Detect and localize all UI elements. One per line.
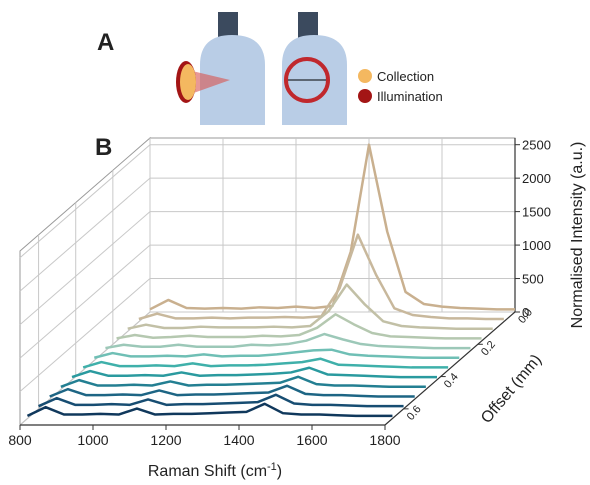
legend-label: Collection bbox=[377, 69, 434, 84]
spectrum-line bbox=[105, 332, 471, 350]
panel-label: B bbox=[95, 134, 112, 161]
bottle bbox=[200, 35, 265, 125]
bottle-cap bbox=[218, 12, 238, 40]
back-wall bbox=[149, 137, 516, 313]
y-tick-label: 1500 bbox=[522, 205, 551, 220]
spectrum-line bbox=[116, 313, 482, 340]
illumination-ring bbox=[284, 57, 330, 103]
panel-a-diagram bbox=[176, 12, 347, 125]
grid-line bbox=[19, 144, 151, 259]
spectrum-line bbox=[82, 357, 449, 369]
x-axis-label: Raman Shift (cm-1) bbox=[148, 461, 282, 480]
x-label-text: Raman Shift (cm bbox=[148, 463, 267, 480]
y-tick-label: 2500 bbox=[522, 138, 551, 153]
x-tick-label: 1400 bbox=[223, 432, 254, 448]
x-tick-label: 1600 bbox=[296, 432, 327, 448]
z-tick-label: 0.2 bbox=[479, 339, 498, 358]
legend-marker bbox=[358, 69, 372, 83]
spectrum-line bbox=[38, 393, 404, 408]
y-tick-label: 500 bbox=[522, 272, 544, 287]
y-tick-label: 0 bbox=[522, 305, 529, 320]
plot: 0 500 1000 1500 2000 2500 800 1000 1200 1400 1600 1… bbox=[8, 136, 551, 448]
y-tick-label: 2000 bbox=[522, 171, 551, 186]
spectrum-line bbox=[26, 402, 393, 418]
z-tick-label: 0.6 bbox=[405, 403, 424, 422]
z-axis-label: Offset (mm) bbox=[478, 351, 545, 426]
grid-line bbox=[19, 211, 151, 325]
z-tick-label: 0.4 bbox=[442, 371, 461, 390]
x-tick-label: 1000 bbox=[77, 432, 108, 448]
z-tick-label: 0.0 bbox=[516, 306, 535, 325]
spectrum-line bbox=[127, 283, 493, 330]
spectrum-line bbox=[149, 143, 515, 311]
x-label-end: ) bbox=[277, 463, 282, 480]
spectrum-line bbox=[71, 366, 437, 379]
legend-marker bbox=[358, 89, 372, 103]
x-tick-label: 1200 bbox=[150, 432, 181, 448]
axis-line bbox=[20, 138, 516, 426]
spectrum-line bbox=[49, 384, 415, 398]
legend: Collection Illumination bbox=[358, 69, 443, 104]
x-tick-label: 1800 bbox=[369, 432, 400, 448]
legend-label: Illumination bbox=[377, 89, 443, 104]
y-axis-label: Normalised Intensity (a.u.) bbox=[569, 142, 586, 329]
spectrum-line bbox=[60, 375, 426, 389]
bottle-cap bbox=[298, 12, 318, 40]
x-label-sup: -1 bbox=[267, 461, 277, 473]
grid-line bbox=[19, 278, 151, 392]
collection-spot bbox=[180, 64, 196, 100]
grid-line bbox=[19, 177, 151, 292]
y-tick-label: 1000 bbox=[522, 238, 551, 253]
panel-label: A bbox=[97, 29, 114, 56]
x-tick-label: 800 bbox=[8, 432, 32, 448]
light-cone bbox=[188, 70, 230, 95]
spectrum-line bbox=[93, 348, 460, 360]
grid-line bbox=[19, 244, 151, 359]
